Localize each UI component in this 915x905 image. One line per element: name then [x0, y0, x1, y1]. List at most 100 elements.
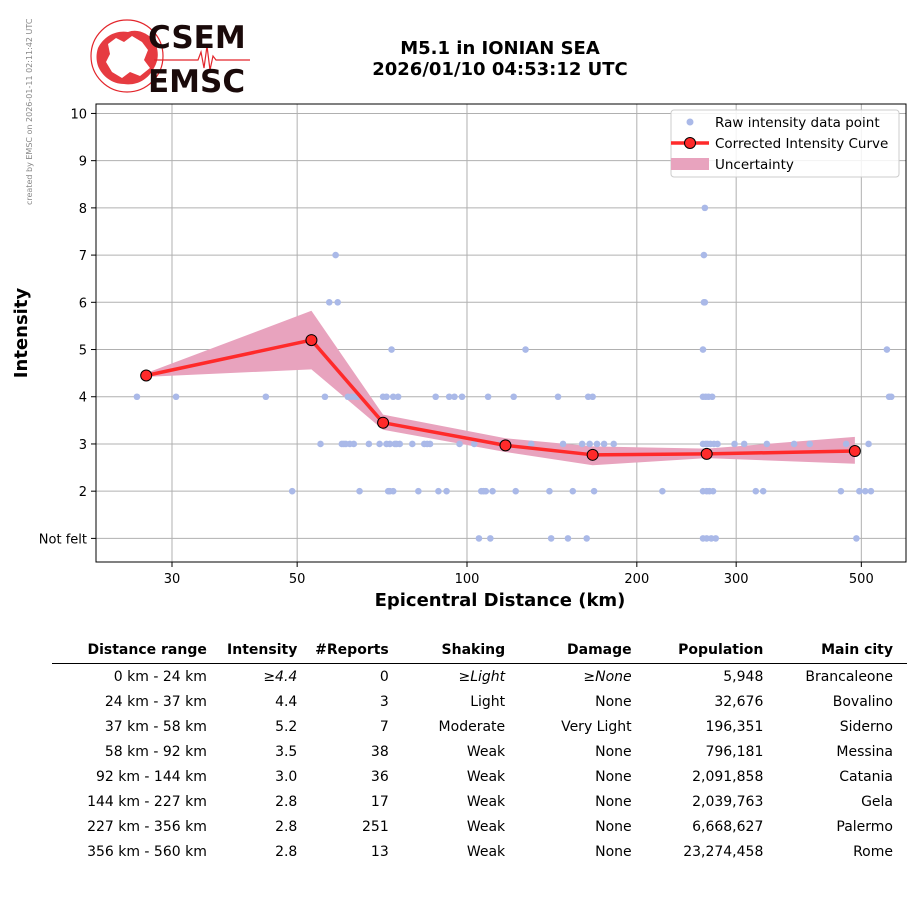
cell-shaking: ≥Light	[458, 668, 506, 685]
chart-title: M5.1 in IONIAN SEA 2026/01/10 04:53:12 U…	[300, 38, 700, 80]
raw-data-point	[763, 440, 771, 448]
raw-data-point	[458, 393, 466, 401]
cell-shaking: Weak	[466, 843, 506, 860]
raw-data-point	[759, 487, 767, 495]
cell-damage: None	[595, 818, 632, 835]
cell-city: Catania	[839, 768, 893, 785]
raw-data-point	[709, 487, 717, 495]
legend-band-swatch	[671, 158, 709, 170]
cell-range: 144 km - 227 km	[87, 793, 207, 810]
title-datetime: 2026/01/10 04:53:12 UTC	[372, 59, 628, 80]
header-shaking: Shaking	[402, 641, 520, 664]
curve-point	[700, 447, 713, 460]
raw-data-point	[837, 487, 845, 495]
cell-intensity: 5.2	[275, 718, 298, 735]
raw-data-point	[484, 393, 492, 401]
raw-data-point	[394, 393, 402, 401]
raw-data-point	[389, 487, 397, 495]
cell-population: 796,181	[705, 743, 764, 760]
table-body: 0 km - 24 km ≥4.4 0 ≥Light ≥None 5,948 Brancal…	[52, 664, 907, 865]
raw-data-point	[867, 487, 875, 495]
cell-city: Bovalino	[832, 693, 893, 710]
raw-data-point	[321, 393, 329, 401]
cell-city: Gela	[861, 793, 893, 810]
raw-data-point	[426, 440, 434, 448]
raw-data-point	[325, 299, 333, 306]
legend-band-label: Uncertainty	[715, 157, 794, 173]
cell-reports: 7	[379, 718, 389, 735]
raw-data-point	[714, 440, 721, 448]
x-tick-label: 100	[455, 572, 480, 587]
raw-data-point	[586, 440, 593, 448]
y-tick-label: 4	[79, 391, 87, 406]
cell-range: 356 km - 560 km	[87, 843, 207, 860]
header-reports: #Reports	[311, 641, 403, 664]
raw-data-point	[443, 487, 450, 495]
table-row: 58 km - 92 km 3.5 38 Weak None 796,181 Messina	[52, 739, 907, 764]
raw-data-point	[712, 535, 720, 542]
cell-city: Rome	[853, 843, 893, 860]
raw-data-point	[583, 535, 590, 542]
cell-range: 58 km - 92 km	[104, 743, 207, 760]
raw-data-point	[700, 251, 708, 259]
cell-range: 37 km - 58 km	[104, 718, 207, 735]
cell-intensity: 2.8	[275, 843, 298, 860]
raw-data-point	[332, 251, 339, 259]
cell-damage: None	[595, 743, 632, 760]
cell-intensity: 3.5	[275, 743, 298, 760]
table-header-row: Distance range Intensity #Reports Shakin…	[52, 641, 907, 664]
legend-raw-label: Raw intensity data point	[715, 115, 880, 131]
y-tick-label: 5	[79, 344, 87, 359]
raw-data-point	[350, 440, 358, 448]
table-row: 227 km - 356 km 2.8 251 Weak None 6,668,627 Pa…	[52, 814, 907, 839]
legend: Raw intensity data point Corrected Inten…	[670, 109, 900, 178]
raw-data-point	[489, 487, 496, 495]
legend-raw-marker	[686, 118, 694, 126]
raw-data-point	[701, 299, 709, 306]
raw-data-point	[396, 440, 404, 448]
raw-data-point	[172, 393, 180, 401]
x-tick-label: 500	[849, 572, 874, 587]
x-tick-label: 50	[289, 572, 306, 587]
cell-intensity: 2.8	[275, 818, 298, 835]
raw-data-point	[133, 393, 141, 401]
raw-data-point	[659, 487, 666, 495]
raw-data-point	[865, 440, 872, 448]
raw-data-point	[383, 393, 390, 401]
y-tick-label: 7	[79, 249, 87, 264]
raw-data-point	[731, 440, 738, 448]
raw-data-point	[482, 487, 490, 495]
raw-data-point	[752, 487, 760, 495]
uncertainty-band	[146, 310, 855, 466]
logo-globe-outline	[90, 19, 164, 93]
raw-data-point	[451, 393, 458, 401]
curve-point	[499, 439, 512, 452]
raw-data-point	[356, 487, 363, 495]
cell-damage: None	[595, 768, 632, 785]
cell-shaking: Moderate	[438, 718, 506, 735]
logo-map-shape	[96, 30, 158, 85]
cell-shaking: Weak	[466, 743, 506, 760]
table-row: 37 km - 58 km 5.2 7 Moderate Very Light 196,3…	[52, 714, 907, 739]
raw-data-point	[740, 440, 748, 448]
raw-data-point	[790, 440, 798, 448]
title-event: M5.1 in IONIAN SEA	[400, 38, 600, 59]
cell-population: 6,668,627	[692, 818, 764, 835]
uncertainty-band-group	[146, 310, 855, 466]
y-axis-ticks: Not felt 2 3 4 5 6 7 8 9 10	[39, 107, 96, 547]
cell-intensity: 4.4	[275, 693, 298, 710]
cell-reports: 36	[370, 768, 389, 785]
raw-data-point	[376, 440, 383, 448]
header-population: Population	[645, 641, 778, 664]
csem-emsc-logo: CSEM EMSC	[90, 19, 250, 96]
raw-data-point	[334, 299, 342, 306]
raw-data-point	[383, 440, 390, 448]
raw-data-point	[703, 535, 710, 542]
y-tick-label: 8	[79, 202, 87, 217]
table-row: 144 km - 227 km 2.8 17 Weak None 2,039,763 Gel…	[52, 789, 907, 814]
header-intensity: Intensity	[220, 641, 312, 664]
raw-data-point	[317, 440, 324, 448]
cell-reports: 17	[370, 793, 389, 810]
cell-reports: 13	[370, 843, 389, 860]
curve-point	[140, 369, 153, 382]
